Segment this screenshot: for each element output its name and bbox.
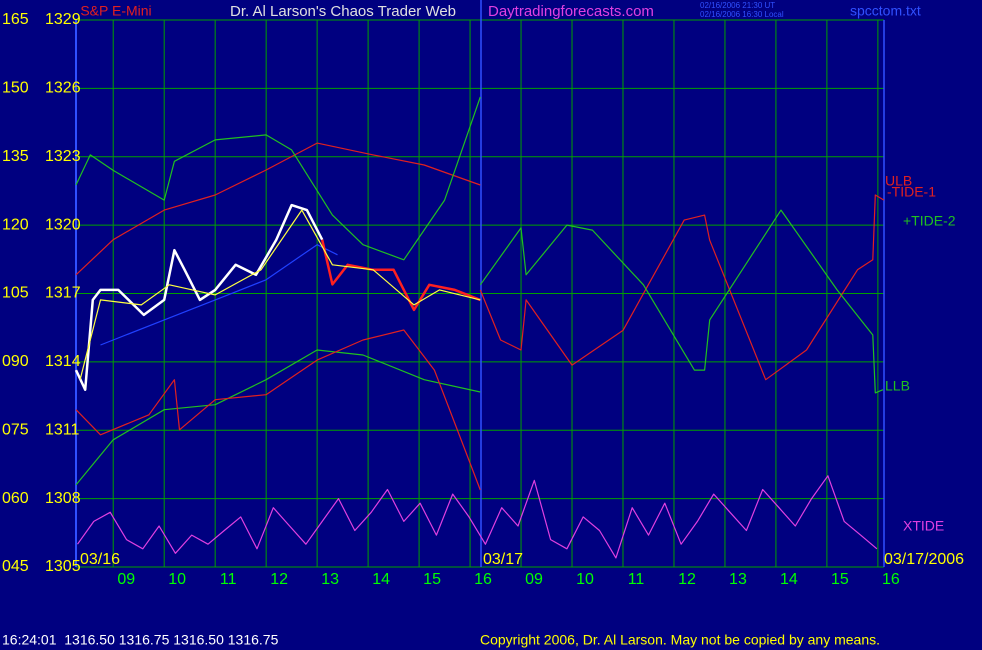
y2-tick-label: 1308	[45, 490, 81, 507]
x-tick-label: 09	[117, 571, 135, 588]
series-line	[320, 239, 481, 312]
grid	[76, 19, 884, 568]
series-line	[79, 209, 481, 380]
y-tick-label: 075	[2, 421, 29, 438]
y-tick-label: 150	[2, 80, 29, 97]
title: Dr. Al Larson's Chaos Trader Web	[230, 3, 456, 20]
legend-label: ULB	[885, 173, 912, 189]
x-tick-label: 11	[628, 571, 645, 588]
series-line	[75, 329, 481, 491]
subtitle: Daytradingforecasts.com	[488, 3, 654, 20]
series-line	[77, 475, 878, 559]
series-line	[479, 194, 885, 381]
y2-tick-label: 1311	[45, 421, 80, 438]
y-tick-label: 105	[2, 285, 29, 302]
series-line	[75, 349, 481, 486]
date-label: 03/17/2006	[884, 551, 964, 568]
series-line	[75, 142, 481, 276]
legend-label: +TIDE-2	[903, 213, 956, 229]
x-tick-label: 14	[372, 571, 390, 588]
timestamp: 02/16/2006 21:30 UT	[700, 1, 775, 10]
legend-label: LLB	[885, 378, 910, 394]
legend-label: -TIDE-1	[887, 184, 936, 200]
x-tick-label: 12	[270, 571, 288, 588]
x-tick-label: 15	[423, 571, 441, 588]
x-tick-label: 13	[729, 571, 747, 588]
symbol: S&P E-Mini	[80, 3, 151, 19]
labels: 165 150 135 120 105 090 075 060 045 1329 1326 1323 1…	[2, 11, 956, 588]
y2-tick-label: 1314	[45, 353, 81, 370]
x-tick-label: 10	[576, 571, 594, 588]
y2-tick-label: 1323	[45, 148, 81, 165]
y2-tick-label: 1329	[45, 11, 81, 28]
date-label: 03/17	[483, 551, 523, 568]
y2-tick-label: 1320	[45, 216, 81, 233]
date-label: 03/16	[80, 551, 120, 568]
x-tick-label: 10	[168, 571, 186, 588]
y-tick-label: 135	[2, 148, 29, 165]
file-name: spcctom.txt	[850, 3, 921, 19]
y2-tick-label: 1326	[45, 80, 81, 97]
x-tick-label: 16	[882, 571, 900, 588]
series-line	[74, 203, 324, 391]
x-tick-label: 16	[474, 571, 492, 588]
y-tick-label: 060	[2, 490, 29, 507]
series-line	[479, 209, 884, 394]
x-tick-label: 09	[525, 571, 543, 588]
x-tick-label: 13	[321, 571, 339, 588]
y2-tick-label: 1317	[45, 285, 81, 302]
legend-label: XTIDE	[903, 518, 944, 534]
y-tick-label: 120	[2, 216, 29, 233]
x-tick-label: 15	[831, 571, 849, 588]
y-tick-label: 045	[2, 558, 29, 575]
x-tick-label: 14	[780, 571, 798, 588]
series-line	[100, 244, 338, 346]
x-tick-label: 11	[220, 571, 237, 588]
lines	[74, 96, 885, 559]
y-tick-label: 165	[2, 11, 29, 28]
series-line	[75, 96, 481, 261]
y2-tick-label: 1305	[45, 558, 81, 575]
x-tick-label: 12	[678, 571, 696, 588]
copyright: Copyright 2006, Dr. Al Larson. May not b…	[480, 632, 880, 648]
status-line: 16:24:01 1316.50 1316.75 1316.50 1316.75	[2, 632, 279, 648]
timestamp: 02/16/2006 16:30 Local	[700, 10, 784, 19]
y-tick-label: 090	[2, 353, 29, 370]
